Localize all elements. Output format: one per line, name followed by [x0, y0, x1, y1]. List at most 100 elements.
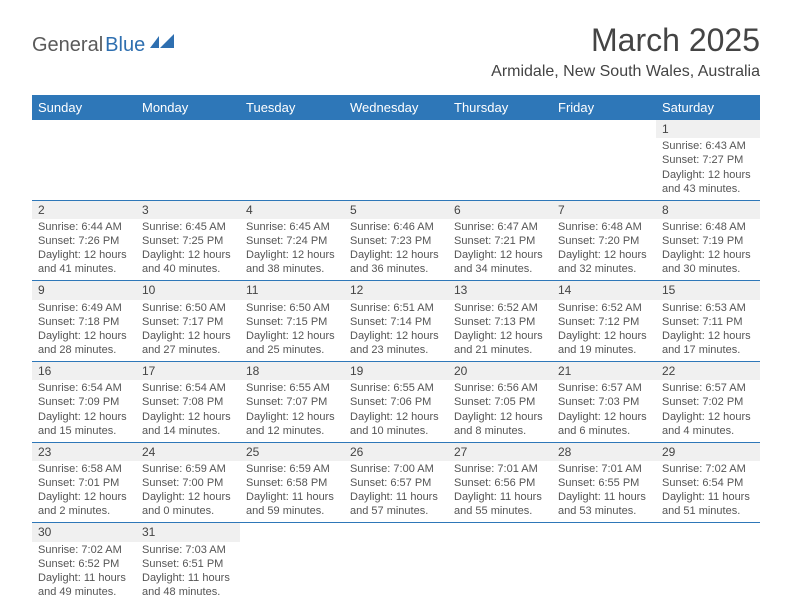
- sunset-line: Sunset: 7:19 PM: [662, 234, 754, 248]
- calendar-cell: 30Sunrise: 7:02 AMSunset: 6:52 PMDayligh…: [32, 523, 136, 603]
- logo-flag-icon: [150, 34, 176, 57]
- sunset-line: Sunset: 7:14 PM: [350, 315, 442, 329]
- calendar-cell: 2Sunrise: 6:44 AMSunset: 7:26 PMDaylight…: [32, 200, 136, 281]
- day-number: 25: [240, 443, 344, 461]
- sunrise-line: Sunrise: 6:47 AM: [454, 220, 546, 234]
- calendar-cell: 18Sunrise: 6:55 AMSunset: 7:07 PMDayligh…: [240, 362, 344, 443]
- day-number: 19: [344, 362, 448, 380]
- daylight-line: Daylight: 12 hours and 17 minutes.: [662, 329, 754, 357]
- sunset-line: Sunset: 7:25 PM: [142, 234, 234, 248]
- calendar-table: SundayMondayTuesdayWednesdayThursdayFrid…: [32, 95, 760, 603]
- day-number: 10: [136, 281, 240, 299]
- daylight-line: Daylight: 12 hours and 6 minutes.: [558, 410, 650, 438]
- calendar-cell: 10Sunrise: 6:50 AMSunset: 7:17 PMDayligh…: [136, 281, 240, 362]
- sunrise-line: Sunrise: 7:02 AM: [662, 462, 754, 476]
- calendar-cell: 11Sunrise: 6:50 AMSunset: 7:15 PMDayligh…: [240, 281, 344, 362]
- calendar-cell: 28Sunrise: 7:01 AMSunset: 6:55 PMDayligh…: [552, 442, 656, 523]
- sunset-line: Sunset: 7:21 PM: [454, 234, 546, 248]
- day-number: 31: [136, 523, 240, 541]
- day-number: 28: [552, 443, 656, 461]
- day-number: 29: [656, 443, 760, 461]
- calendar-cell: 15Sunrise: 6:53 AMSunset: 7:11 PMDayligh…: [656, 281, 760, 362]
- sunrise-line: Sunrise: 7:03 AM: [142, 543, 234, 557]
- calendar-week: 2Sunrise: 6:44 AMSunset: 7:26 PMDaylight…: [32, 200, 760, 281]
- daylight-line: Daylight: 11 hours and 49 minutes.: [38, 571, 130, 599]
- sunrise-line: Sunrise: 6:50 AM: [246, 301, 338, 315]
- daylight-line: Daylight: 12 hours and 4 minutes.: [662, 410, 754, 438]
- daylight-line: Daylight: 11 hours and 59 minutes.: [246, 490, 338, 518]
- sunrise-line: Sunrise: 7:01 AM: [558, 462, 650, 476]
- daylight-line: Daylight: 12 hours and 27 minutes.: [142, 329, 234, 357]
- sunset-line: Sunset: 6:52 PM: [38, 557, 130, 571]
- calendar-cell: 7Sunrise: 6:48 AMSunset: 7:20 PMDaylight…: [552, 200, 656, 281]
- sunset-line: Sunset: 7:13 PM: [454, 315, 546, 329]
- sunset-line: Sunset: 7:18 PM: [38, 315, 130, 329]
- daylight-line: Daylight: 12 hours and 10 minutes.: [350, 410, 442, 438]
- daylight-line: Daylight: 11 hours and 55 minutes.: [454, 490, 546, 518]
- sunrise-line: Sunrise: 6:43 AM: [662, 139, 754, 153]
- daylight-line: Daylight: 12 hours and 0 minutes.: [142, 490, 234, 518]
- sunset-line: Sunset: 7:23 PM: [350, 234, 442, 248]
- sunset-line: Sunset: 7:11 PM: [662, 315, 754, 329]
- calendar-cell: 20Sunrise: 6:56 AMSunset: 7:05 PMDayligh…: [448, 362, 552, 443]
- calendar-cell-empty: [656, 523, 760, 603]
- month-title: March 2025: [491, 22, 760, 59]
- day-header: Friday: [552, 95, 656, 120]
- day-number: 21: [552, 362, 656, 380]
- sunrise-line: Sunrise: 7:01 AM: [454, 462, 546, 476]
- logo-text-general: General: [32, 34, 103, 57]
- sunset-line: Sunset: 7:00 PM: [142, 476, 234, 490]
- sunrise-line: Sunrise: 6:59 AM: [246, 462, 338, 476]
- day-number: 14: [552, 281, 656, 299]
- daylight-line: Daylight: 12 hours and 23 minutes.: [350, 329, 442, 357]
- calendar-cell: 19Sunrise: 6:55 AMSunset: 7:06 PMDayligh…: [344, 362, 448, 443]
- sunrise-line: Sunrise: 7:02 AM: [38, 543, 130, 557]
- sunrise-line: Sunrise: 6:48 AM: [662, 220, 754, 234]
- calendar-cell: 22Sunrise: 6:57 AMSunset: 7:02 PMDayligh…: [656, 362, 760, 443]
- calendar-cell: 17Sunrise: 6:54 AMSunset: 7:08 PMDayligh…: [136, 362, 240, 443]
- daylight-line: Daylight: 12 hours and 8 minutes.: [454, 410, 546, 438]
- sunrise-line: Sunrise: 6:45 AM: [246, 220, 338, 234]
- daylight-line: Daylight: 12 hours and 34 minutes.: [454, 248, 546, 276]
- calendar-cell-empty: [240, 523, 344, 603]
- sunset-line: Sunset: 6:54 PM: [662, 476, 754, 490]
- day-number: 3: [136, 201, 240, 219]
- sunset-line: Sunset: 7:17 PM: [142, 315, 234, 329]
- calendar-cell: 27Sunrise: 7:01 AMSunset: 6:56 PMDayligh…: [448, 442, 552, 523]
- calendar-cell: 8Sunrise: 6:48 AMSunset: 7:19 PMDaylight…: [656, 200, 760, 281]
- calendar-cell: 21Sunrise: 6:57 AMSunset: 7:03 PMDayligh…: [552, 362, 656, 443]
- sunrise-line: Sunrise: 6:48 AM: [558, 220, 650, 234]
- sunset-line: Sunset: 7:03 PM: [558, 395, 650, 409]
- day-number: 13: [448, 281, 552, 299]
- sunrise-line: Sunrise: 6:49 AM: [38, 301, 130, 315]
- day-number: 26: [344, 443, 448, 461]
- daylight-line: Daylight: 11 hours and 53 minutes.: [558, 490, 650, 518]
- daylight-line: Daylight: 12 hours and 12 minutes.: [246, 410, 338, 438]
- sunset-line: Sunset: 7:27 PM: [662, 153, 754, 167]
- day-number: 8: [656, 201, 760, 219]
- day-header: Sunday: [32, 95, 136, 120]
- daylight-line: Daylight: 12 hours and 15 minutes.: [38, 410, 130, 438]
- calendar-cell: 14Sunrise: 6:52 AMSunset: 7:12 PMDayligh…: [552, 281, 656, 362]
- calendar-cell: 12Sunrise: 6:51 AMSunset: 7:14 PMDayligh…: [344, 281, 448, 362]
- calendar-cell: 29Sunrise: 7:02 AMSunset: 6:54 PMDayligh…: [656, 442, 760, 523]
- calendar-cell: 26Sunrise: 7:00 AMSunset: 6:57 PMDayligh…: [344, 442, 448, 523]
- daylight-line: Daylight: 12 hours and 36 minutes.: [350, 248, 442, 276]
- daylight-line: Daylight: 12 hours and 14 minutes.: [142, 410, 234, 438]
- calendar-cell-empty: [448, 120, 552, 200]
- logo-text-blue: Blue: [105, 34, 145, 57]
- sunrise-line: Sunrise: 6:53 AM: [662, 301, 754, 315]
- sunrise-line: Sunrise: 6:44 AM: [38, 220, 130, 234]
- day-number: 6: [448, 201, 552, 219]
- day-header: Thursday: [448, 95, 552, 120]
- day-number: 17: [136, 362, 240, 380]
- sunset-line: Sunset: 6:55 PM: [558, 476, 650, 490]
- day-number: 24: [136, 443, 240, 461]
- calendar-cell-empty: [552, 523, 656, 603]
- daylight-line: Daylight: 12 hours and 43 minutes.: [662, 168, 754, 196]
- day-number: 5: [344, 201, 448, 219]
- sunset-line: Sunset: 7:15 PM: [246, 315, 338, 329]
- daylight-line: Daylight: 12 hours and 2 minutes.: [38, 490, 130, 518]
- sunset-line: Sunset: 7:08 PM: [142, 395, 234, 409]
- calendar-cell: 5Sunrise: 6:46 AMSunset: 7:23 PMDaylight…: [344, 200, 448, 281]
